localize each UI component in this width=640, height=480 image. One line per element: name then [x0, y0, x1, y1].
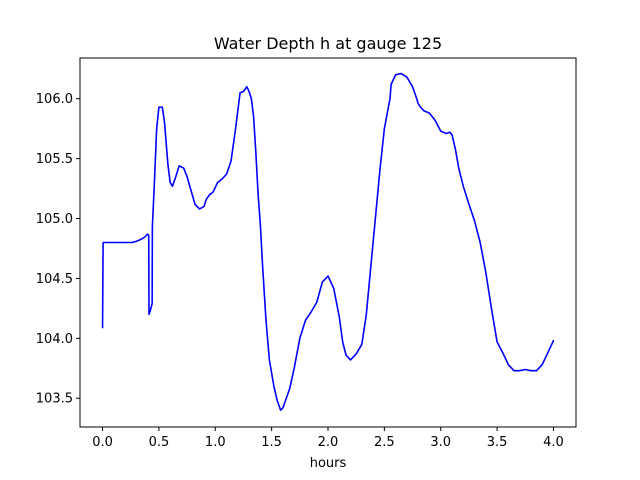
y-axis: 103.5 104.0 104.5 105.0 105.5 106.0 — [36, 92, 80, 407]
series-line-0 — [101, 72, 555, 412]
y-tick-label: 106.0 — [36, 92, 73, 107]
x-tick-label: 3.5 — [487, 435, 508, 450]
x-axis: 0.0 0.5 1.0 1.5 2.0 2.5 3.0 3.5 4.0 — [92, 427, 564, 450]
y-tick-label: 105.0 — [36, 212, 73, 227]
chart-title: Water Depth h at gauge 125 — [214, 34, 442, 53]
x-tick-label: 0.5 — [149, 435, 170, 450]
x-tick-label: 2.0 — [318, 435, 339, 450]
x-tick-label: 0.0 — [92, 435, 113, 450]
x-tick-label: 1.5 — [261, 435, 282, 450]
x-tick-label: 4.0 — [543, 435, 564, 450]
y-tick-label: 103.5 — [36, 392, 73, 407]
y-tick-label: 105.5 — [36, 152, 73, 167]
y-tick-label: 104.0 — [36, 332, 73, 347]
x-axis-label: hours — [310, 456, 347, 471]
y-tick-label: 104.5 — [36, 272, 73, 287]
x-tick-label: 1.0 — [205, 435, 226, 450]
plot-area — [101, 72, 555, 412]
plot-frame — [79, 57, 577, 428]
x-tick-label: 2.5 — [374, 435, 395, 450]
x-tick-label: 3.0 — [430, 435, 451, 450]
